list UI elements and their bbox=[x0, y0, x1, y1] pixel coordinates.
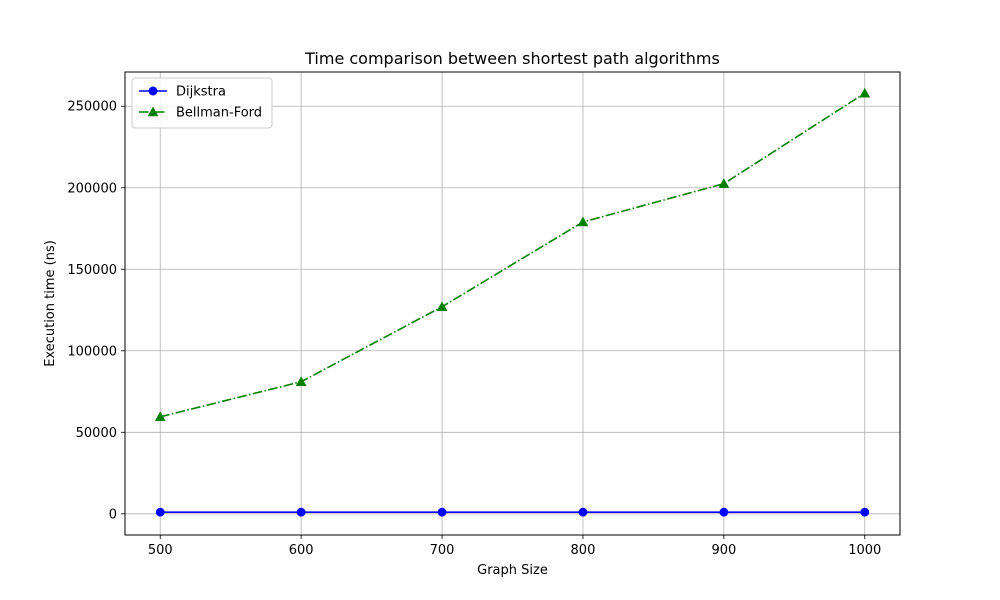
legend-label-dijkstra: Dijkstra bbox=[176, 85, 226, 100]
series-line-bellman-ford bbox=[160, 92, 866, 418]
data-point-dijkstra bbox=[296, 507, 306, 517]
y-tick-label: 200000 bbox=[67, 181, 117, 196]
data-point-dijkstra bbox=[437, 507, 447, 517]
data-point-bellman-ford bbox=[295, 376, 307, 387]
x-tick-label: 800 bbox=[571, 543, 596, 558]
series-bellman-ford bbox=[154, 87, 871, 422]
plot-frame bbox=[124, 71, 901, 536]
legend-marker-dijkstra bbox=[148, 86, 158, 96]
y-tick-label: 150000 bbox=[67, 263, 117, 278]
ticks: 500 600 700 800 900 1000 0 50000 100000 150000 200… bbox=[67, 100, 881, 558]
legend-label-bellman-ford: Bellman-Ford bbox=[176, 106, 262, 121]
data-point-bellman-ford bbox=[436, 301, 448, 312]
series-layer bbox=[154, 87, 871, 517]
x-tick-label: 900 bbox=[711, 543, 736, 558]
legend: Dijkstra Bellman-Ford bbox=[131, 77, 273, 129]
x-tick-label: 700 bbox=[430, 543, 455, 558]
data-point-bellman-ford bbox=[154, 411, 166, 422]
y-tick-label: 100000 bbox=[67, 344, 117, 359]
y-axis-label: Execution time (ns) bbox=[43, 240, 58, 367]
y-tick-label: 50000 bbox=[76, 426, 117, 441]
data-point-dijkstra bbox=[860, 507, 870, 517]
chart-title: Time comparison between shortest path al… bbox=[304, 49, 720, 68]
data-point-bellman-ford bbox=[718, 178, 730, 188]
data-point-dijkstra bbox=[578, 507, 588, 517]
x-tick-label: 1000 bbox=[848, 543, 881, 558]
y-tick-label: 250000 bbox=[67, 100, 117, 115]
y-tick-label: 0 bbox=[109, 507, 117, 522]
data-point-bellman-ford bbox=[859, 87, 871, 98]
x-tick-label: 600 bbox=[289, 543, 314, 558]
legend-marker-bellman-ford bbox=[147, 106, 159, 117]
x-tick-label: 500 bbox=[148, 543, 173, 558]
series-dijkstra bbox=[155, 507, 870, 517]
data-point-dijkstra bbox=[719, 507, 729, 517]
data-point-dijkstra bbox=[155, 507, 165, 517]
x-axis-label: Graph Size bbox=[477, 563, 548, 578]
data-point-bellman-ford bbox=[577, 216, 589, 227]
